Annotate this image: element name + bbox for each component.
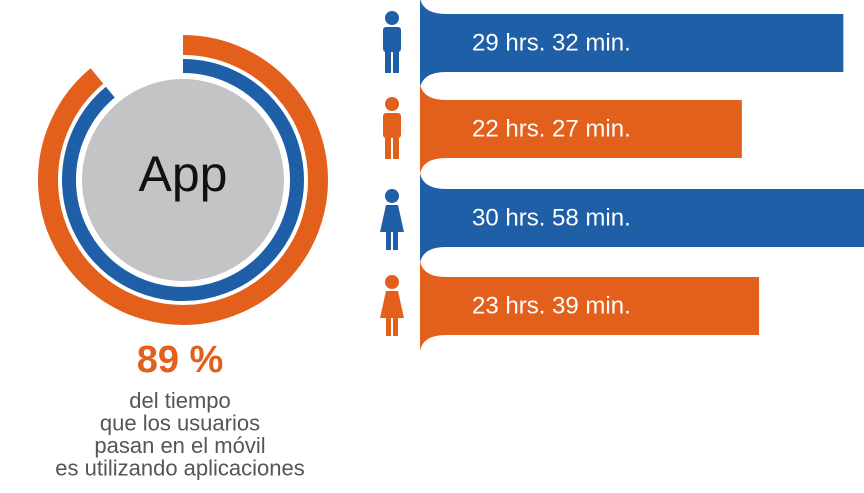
donut-inner-arc — [62, 59, 304, 301]
bar-label: 23 hrs. 39 min. — [472, 292, 631, 319]
woman-icon — [380, 275, 404, 336]
bar-label: 29 hrs. 32 min. — [472, 29, 631, 56]
caption-line: pasan en el móvil — [94, 433, 265, 458]
caption-line: es utilizando aplicaciones — [55, 455, 305, 480]
donut-outer-arc — [38, 35, 328, 325]
man-icon — [383, 11, 401, 73]
bar — [420, 84, 742, 174]
donut-center — [82, 79, 284, 281]
caption-line: que los usuarios — [100, 410, 260, 435]
woman-icon — [380, 189, 404, 250]
man-icon — [383, 97, 401, 159]
percent-label: 89 % — [137, 339, 224, 381]
bar — [420, 261, 760, 351]
donut-center-label: App — [139, 146, 228, 202]
bar-label: 22 hrs. 27 min. — [472, 115, 631, 142]
caption-line: del tiempo — [129, 388, 231, 413]
bar-label: 30 hrs. 58 min. — [472, 204, 631, 231]
bar — [420, 0, 844, 88]
bar — [420, 173, 864, 263]
